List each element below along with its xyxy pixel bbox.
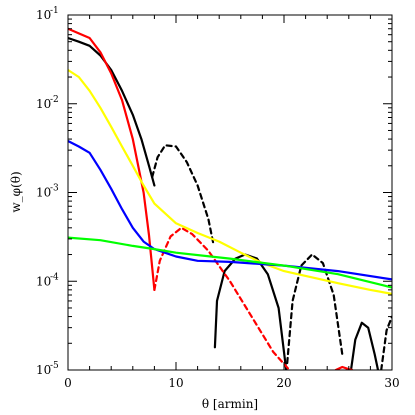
y-tick-label: 10 (36, 186, 51, 200)
y-tick-exponent: -1 (50, 6, 59, 16)
plot-frame (67, 14, 393, 371)
series-line-5 (349, 321, 380, 370)
y-tick-label: 10 (36, 363, 51, 377)
y-tick-exponent: -2 (50, 95, 59, 105)
y-tick-label: 10 (36, 8, 51, 22)
series-line-8 (153, 226, 291, 370)
y-tick-label: 10 (36, 274, 51, 288)
series-line-4 (286, 253, 344, 365)
series-line-3 (213, 253, 288, 370)
x-axis-title: θ [armin] (202, 397, 258, 411)
series-line-12 (68, 236, 392, 289)
x-tick-label: 10 (168, 376, 183, 390)
y-tick-exponent: -3 (50, 184, 59, 194)
y-tick-exponent: -5 (50, 361, 59, 371)
series-line-7 (68, 27, 156, 291)
x-tick-label: 30 (384, 376, 399, 390)
y-tick-label: 10 (36, 97, 51, 111)
x-tick-label: 0 (64, 376, 72, 390)
series-line-2 (151, 144, 215, 247)
series-line-1 (68, 36, 156, 187)
series-line-6 (380, 315, 392, 370)
y-axis-title: w_φ(θ) (9, 171, 23, 212)
y-tick-exponent: -4 (50, 272, 59, 282)
series-layer (68, 27, 392, 370)
x-tick-label: 20 (276, 376, 291, 390)
series-line-10 (68, 68, 392, 295)
